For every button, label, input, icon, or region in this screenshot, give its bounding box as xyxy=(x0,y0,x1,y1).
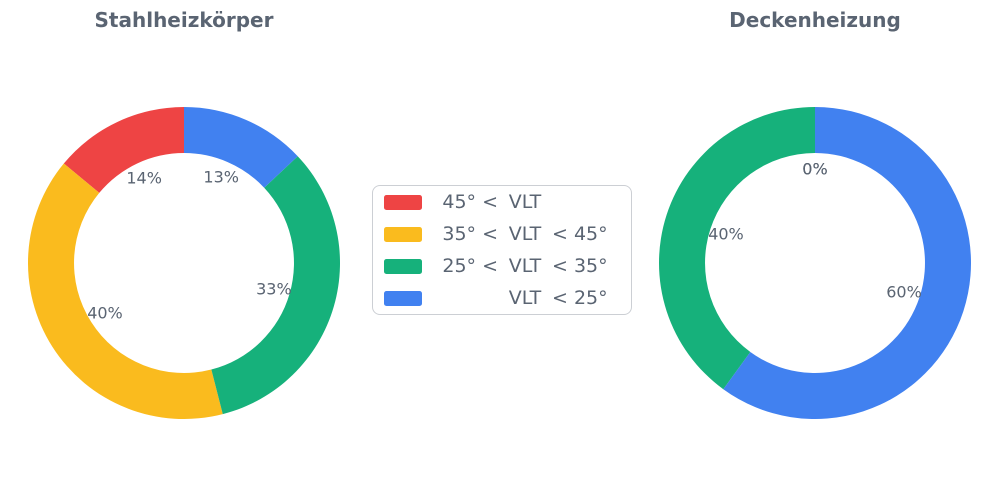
donut-chart-deckenheizung: 0% 0% 40% 60% xyxy=(659,107,971,419)
legend-label-mid: VLT xyxy=(508,222,542,245)
donut-svg xyxy=(659,107,971,419)
legend-swatch-amber xyxy=(384,226,422,242)
legend-swatch-blue xyxy=(384,290,422,306)
legend-item-35-lt-vlt-lt-45: 35° < VLT < 45° xyxy=(384,218,619,250)
legend-box: 45° < VLT 35° < VLT < 45° 25° < VLT < 35… xyxy=(372,185,632,315)
legend-label-left: 45° < xyxy=(442,190,498,213)
legend-label: 45° < VLT xyxy=(434,190,616,213)
legend-label-mid: VLT xyxy=(508,190,542,213)
legend-label-left: 35° < xyxy=(442,222,498,245)
legend-item-vlt-lt-25: VLT < 25° xyxy=(384,282,619,314)
legend-label-left: 25° < xyxy=(442,254,498,277)
pie-slice-blue xyxy=(184,107,298,188)
legend-label-mid: VLT xyxy=(508,254,542,277)
legend-label: VLT < 25° xyxy=(434,286,616,309)
legend-label-right: < 45° xyxy=(552,222,608,245)
legend-label-mid: VLT xyxy=(508,286,542,309)
chart-title-stahlheizkoerper: Stahlheizkörper xyxy=(94,8,274,32)
legend-label-right: < 25° xyxy=(552,286,608,309)
pie-slice-blue xyxy=(723,107,971,419)
pie-slice-green xyxy=(211,156,340,415)
legend-item-45-lt-vlt: 45° < VLT xyxy=(384,186,619,218)
chart-title-deckenheizung: Deckenheizung xyxy=(729,8,901,32)
legend-swatch-green xyxy=(384,258,422,274)
legend-label-right xyxy=(552,193,616,212)
legend-label-left xyxy=(434,289,498,308)
legend-item-25-lt-vlt-lt-35: 25° < VLT < 35° xyxy=(384,250,619,282)
pie-slice-red xyxy=(63,107,184,193)
legend-label-right: < 35° xyxy=(552,254,608,277)
donut-chart-stahlheizkoerper: 14% 40% 33% 13% xyxy=(28,107,340,419)
pie-slice-amber xyxy=(28,163,223,419)
donut-svg xyxy=(28,107,340,419)
legend-swatch-red xyxy=(384,194,422,210)
legend-label: 35° < VLT < 45° xyxy=(434,222,616,245)
legend-label: 25° < VLT < 35° xyxy=(434,254,616,277)
pie-slice-green xyxy=(659,107,815,390)
